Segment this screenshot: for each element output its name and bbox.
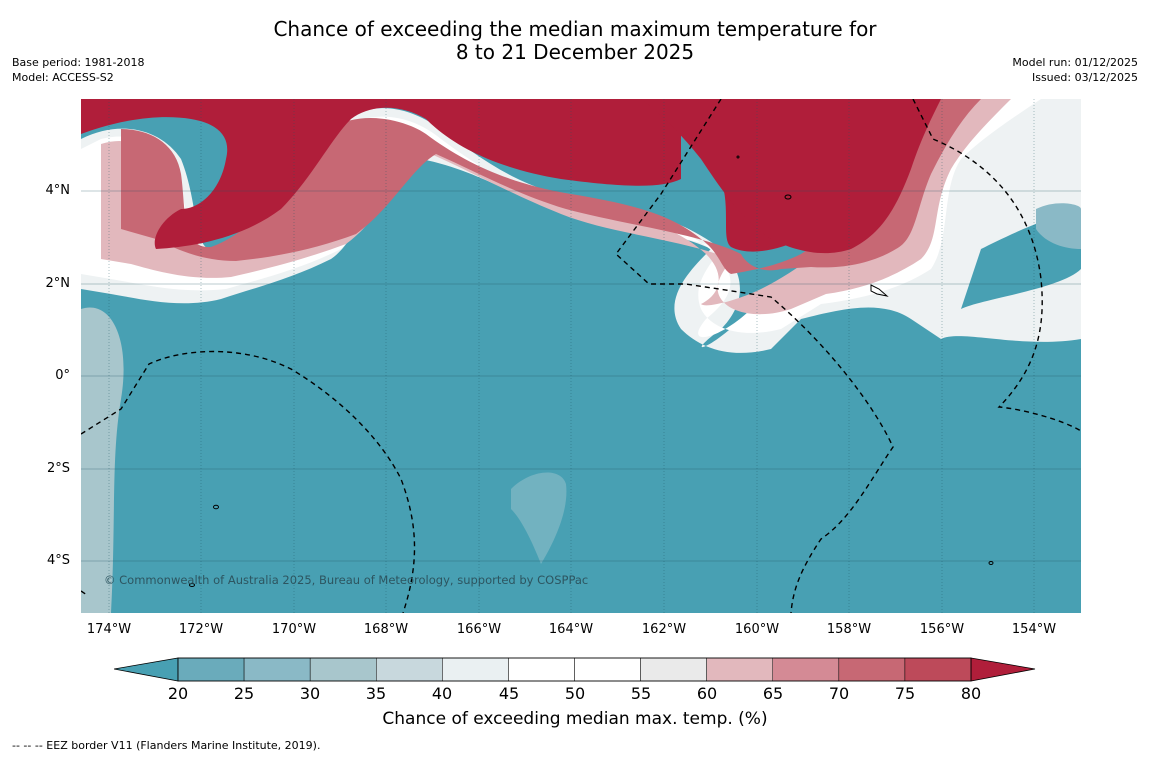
lon-label-166w: 166°W [456, 622, 502, 637]
weak-cool-patch-east [1036, 203, 1081, 249]
lon-label-172w: 172°W [178, 622, 224, 637]
colorbar [114, 657, 1036, 682]
model-run: Model run: 01/12/2025 [1012, 56, 1138, 69]
base-period: Base period: 1981-2018 [12, 56, 145, 69]
lat-label-4n: 4°N [45, 183, 71, 198]
cbar-tick-65: 65 [762, 684, 784, 703]
lat-label-2s: 2°S [46, 461, 70, 476]
title-line-1: Chance of exceeding the median maximum t… [273, 17, 877, 41]
colorbar-bin [309, 657, 377, 682]
cbar-tick-30: 30 [299, 684, 321, 703]
colorbar-bin [376, 657, 443, 682]
islands [189, 155, 994, 587]
colorbar-title: Chance of exceeding median max. temp. (%… [382, 709, 768, 729]
island-southeast [988, 561, 994, 565]
island-kiritimati [870, 284, 889, 297]
cbar-tick-25: 25 [233, 684, 255, 703]
colorbar-bin [177, 657, 245, 682]
eez-border-east [912, 99, 1081, 432]
map-canvas [81, 99, 1081, 613]
cbar-tick-60: 60 [696, 684, 718, 703]
colorbar-bin [706, 657, 774, 682]
lat-label-4s: 4°S [46, 553, 70, 568]
lat-gridlines [81, 190, 1081, 562]
contour-band-pink [121, 99, 981, 274]
colorbar-high-arrow [970, 657, 1036, 682]
lon-label-154w: 154°W [1011, 622, 1057, 637]
eez-border-central [615, 99, 894, 613]
colorbar-low-arrow [114, 657, 179, 682]
lon-label-160w: 160°W [734, 622, 780, 637]
colorbar-bin [838, 657, 906, 682]
island-southwest-a [213, 504, 219, 510]
lon-label-158w: 158°W [826, 622, 872, 637]
lon-label-174w: 174°W [86, 622, 132, 637]
island-dot [736, 155, 740, 159]
eez-borders [81, 99, 1081, 613]
cbar-tick-80: 80 [960, 684, 982, 703]
cbar-tick-70: 70 [828, 684, 850, 703]
cbar-tick-75: 75 [894, 684, 916, 703]
cbar-tick-55: 55 [630, 684, 652, 703]
island-north [784, 194, 792, 200]
title-line-2: 8 to 21 December 2025 [455, 40, 695, 64]
probability-map: © Commonwealth of Australia 2025, Bureau… [81, 99, 1081, 613]
colorbar-bin [640, 657, 707, 682]
map-title: Chance of exceeding the median maximum t… [0, 18, 1150, 64]
colorbar-bin [574, 657, 641, 682]
lat-label-2n: 2°N [45, 276, 71, 291]
meta-left: Base period: 1981-2018 Model: ACCESS-S2 [12, 55, 144, 85]
cbar-tick-35: 35 [365, 684, 387, 703]
colorbar-frame [177, 657, 972, 682]
eez-footnote: -- -- -- EEZ border V11 (Flanders Marine… [12, 739, 321, 752]
lon-label-168w: 168°W [363, 622, 409, 637]
lon-label-170w: 170°W [271, 622, 317, 637]
cbar-tick-45: 45 [498, 684, 520, 703]
colorbar-bins [177, 657, 972, 682]
colorbar-bin [442, 657, 509, 682]
copyright-notice: © Commonwealth of Australia 2025, Bureau… [104, 573, 589, 587]
colorbar-bin [508, 657, 575, 682]
eez-border-far-west [81, 590, 88, 596]
warm-region-east [641, 99, 941, 254]
cbar-tick-40: 40 [431, 684, 453, 703]
eez-border-west [81, 350, 416, 613]
island-southwest-b [189, 583, 195, 587]
weak-cool-patch [511, 472, 567, 564]
cbar-tick-50: 50 [564, 684, 586, 703]
colorbar-bin [772, 657, 840, 682]
cbar-tick-20: 20 [167, 684, 189, 703]
colorbar-bin [243, 657, 311, 682]
lon-label-162w: 162°W [641, 622, 687, 637]
model-name: Model: ACCESS-S2 [12, 71, 114, 84]
colorbar-bin [904, 657, 972, 682]
lat-label-0: 0° [55, 368, 70, 383]
lon-label-156w: 156°W [919, 622, 965, 637]
weak-cool-patch-west [81, 307, 124, 613]
meta-right: Model run: 01/12/2025 Issued: 03/12/2025 [1012, 55, 1138, 85]
lon-label-164w: 164°W [548, 622, 594, 637]
issued-date: Issued: 03/12/2025 [1031, 71, 1138, 84]
